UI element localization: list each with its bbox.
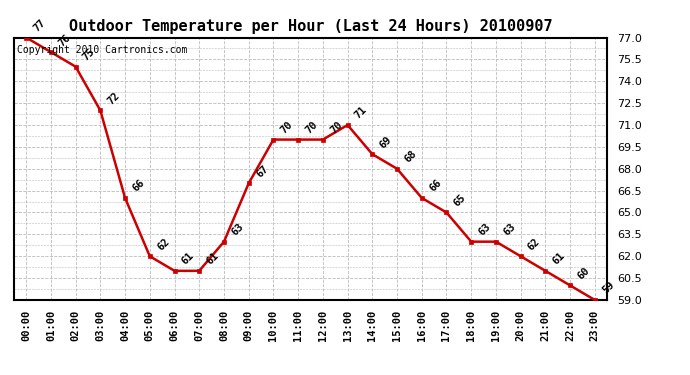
- Text: 70: 70: [279, 120, 295, 135]
- Text: 72: 72: [106, 90, 122, 106]
- Text: 76: 76: [57, 32, 72, 48]
- Text: 75: 75: [81, 46, 97, 63]
- Text: 59: 59: [600, 280, 616, 296]
- Text: 70: 70: [328, 120, 344, 135]
- Text: 62: 62: [526, 236, 542, 252]
- Text: 62: 62: [155, 236, 171, 252]
- Text: 63: 63: [502, 222, 518, 237]
- Text: 67: 67: [254, 163, 270, 179]
- Text: 69: 69: [378, 134, 394, 150]
- Text: 68: 68: [402, 148, 419, 165]
- Text: 61: 61: [205, 251, 221, 267]
- Text: 71: 71: [353, 105, 369, 121]
- Text: 61: 61: [180, 251, 196, 267]
- Text: 63: 63: [477, 222, 493, 237]
- Text: 66: 66: [427, 178, 443, 194]
- Text: 60: 60: [575, 266, 591, 281]
- Text: 77: 77: [32, 17, 48, 33]
- Text: 65: 65: [452, 192, 468, 208]
- Text: Copyright 2010 Cartronics.com: Copyright 2010 Cartronics.com: [17, 45, 187, 56]
- Text: 61: 61: [551, 251, 567, 267]
- Title: Outdoor Temperature per Hour (Last 24 Hours) 20100907: Outdoor Temperature per Hour (Last 24 Ho…: [69, 18, 552, 33]
- Text: 63: 63: [230, 222, 246, 237]
- Text: 70: 70: [304, 120, 319, 135]
- Text: 66: 66: [130, 178, 146, 194]
